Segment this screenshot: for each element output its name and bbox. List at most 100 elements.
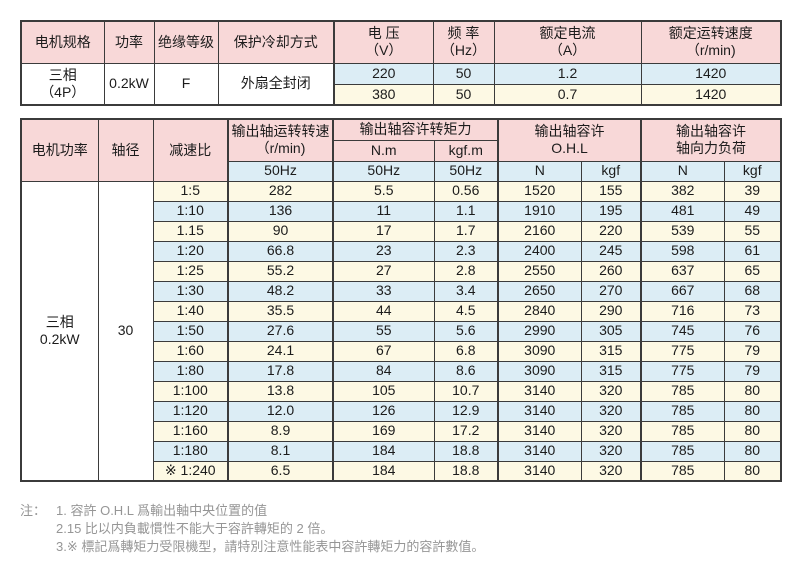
ratio-cell: 1:20 [152,240,229,262]
ohl-kgf-cell: 245 [580,240,642,262]
ratio-cell: 1:60 [152,340,229,362]
header-output-speed: 输出轴运转转速 （r/min) [227,118,334,162]
axial-n-cell: 716 [640,300,725,322]
axial-n-cell: 481 [640,200,725,222]
frequency-value: 50 [432,83,495,106]
header-power: 功率 [103,20,155,64]
note-line-2: 2.15 比以内負載慣性不能大于容許轉矩的 2 倍。 [56,521,334,536]
subheader-ohl-n: N [497,160,582,182]
table-row: 1:20 66.8 23 2.3 2400 245 598 61 [21,240,782,262]
torque-nm-cell: 11 [332,200,435,222]
header-insulation-class: 绝缘等级 [153,20,219,64]
axial-n-cell: 785 [640,420,725,442]
header-motor-spec: 电机规格 [20,20,105,64]
ohl-n-cell: 3140 [497,420,582,442]
performance-table: 电机功率 轴径 减速比 输出轴运转转速 （r/min) 输出轴容许转矩力 输出轴… [20,118,782,482]
torque-nm-cell: 84 [332,360,435,382]
torque-kgfm-cell: 4.5 [433,300,499,322]
axial-n-cell: 785 [640,400,725,422]
output-speed-cell: 6.5 [227,460,334,482]
ohl-n-cell: 3140 [497,460,582,482]
header-output-speed-line2: （r/min) [255,140,306,157]
ohl-kgf-cell: 195 [580,200,642,222]
subheader-ohl-kgf: kgf [580,160,642,182]
header-allowable-torque-group: 输出轴容许转矩力 [332,118,499,141]
ohl-kgf-cell: 305 [580,320,642,342]
ohl-n-cell: 2650 [497,280,582,302]
notes: 注： 1. 容許 O.H.L 爲輸出軸中央位置的值 2.15 比以内負載慣性不能… [20,502,484,556]
torque-nm-cell: 184 [332,460,435,482]
torque-nm-cell: 44 [332,300,435,322]
table-row: 1.15 90 17 1.7 2160 220 539 55 [21,220,782,242]
header-rated-speed-line1: 额定运转速度 [668,25,753,42]
header-voltage-line1: 电 压 [367,25,400,42]
insulation-cell: F [153,62,219,106]
axial-n-cell: 745 [640,320,725,342]
ratio-cell: ※ 1:240 [152,460,229,482]
output-speed-cell: 66.8 [227,240,334,262]
output-speed-cell: 17.8 [227,360,334,382]
ratio-cell: 1:100 [152,380,229,402]
axial-kgf-cell: 65 [723,260,782,282]
ohl-n-cell: 2400 [497,240,582,262]
table-row: 1:180 8.1 184 18.8 3140 320 785 80 [21,440,782,462]
subheader-nm-50hz: 50Hz [332,160,435,182]
torque-kgfm-cell: 18.8 [433,440,499,462]
ratio-cell: 1:160 [152,420,229,442]
table-row: 三相 0.2kW 30 1:5 282 5.5 0.56 1520 155 382 39 [20,180,782,482]
header-voltage: 电 压 （V） [333,20,434,64]
torque-nm-cell: 55 [332,320,435,342]
torque-kgfm-cell: 1.7 [433,220,499,242]
header-shaft-diameter: 轴径 [97,118,154,182]
axial-kgf-cell: 80 [723,440,782,462]
speed-value: 1420 [640,83,782,106]
ohl-kgf-cell: 220 [580,220,642,242]
ratio-cell: 1:120 [152,400,229,422]
ohl-n-cell: 1520 [497,180,582,202]
speed-value: 1420 [640,62,782,85]
subheader-kgfm-50hz: 50Hz [433,160,499,182]
table-row: 1:40 35.5 44 4.5 2840 290 716 73 [21,300,782,322]
axial-kgf-cell: 61 [723,240,782,262]
notes-items: 1. 容許 O.H.L 爲輸出軸中央位置的值 2.15 比以内負載慣性不能大于容… [56,502,484,556]
header-axial-load-group: 输出轴容许 轴向力负荷 [640,118,782,162]
torque-nm-cell: 5.5 [332,180,435,202]
table-row: 1:100 13.8 105 10.7 3140 320 785 80 [21,380,782,402]
torque-nm-cell: 184 [332,440,435,462]
motor-rating-table: 电机规格 功率 绝缘等级 保护冷却方式 电 压 （V） 频 率 （Hz） 额定电… [20,20,782,106]
ratio-cell: 1:30 [152,280,229,302]
table-row: ※ 1:240 6.5 184 18.8 3140 320 785 80 [21,460,782,482]
header-frequency-line1: 频 率 [447,25,480,42]
axial-kgf-cell: 39 [723,180,782,202]
torque-nm-cell: 33 [332,280,435,302]
axial-kgf-cell: 68 [723,280,782,302]
ohl-kgf-cell: 270 [580,280,642,302]
ratio-cell: 1:40 [152,300,229,322]
subheader-axial-kgf: kgf [723,160,782,182]
output-speed-cell: 48.2 [227,280,334,302]
subheader-axial-n: N [640,160,725,182]
torque-nm-cell: 169 [332,420,435,442]
ohl-n-cell: 2840 [497,300,582,322]
axial-n-cell: 785 [640,460,725,482]
torque-kgfm-cell: 10.7 [433,380,499,402]
cooling-cell: 外扇全封闭 [217,62,335,106]
axial-kgf-cell: 80 [723,420,782,442]
output-speed-cell: 35.5 [227,300,334,322]
axial-n-cell: 637 [640,260,725,282]
header-rated-current-line2: （A） [548,42,587,59]
ohl-kgf-cell: 320 [580,400,642,422]
ohl-n-cell: 3140 [497,400,582,422]
torque-nm-cell: 23 [332,240,435,262]
header-motor-power: 电机功率 [20,118,99,182]
power-cell: 0.2kW [103,62,155,106]
axial-kgf-cell: 80 [723,460,782,482]
axial-kgf-cell: 79 [723,360,782,382]
ratio-cell: 1:5 [152,180,229,202]
motor-spec-cell: 三相 （4P） [20,62,105,106]
torque-kgfm-cell: 1.1 [433,200,499,222]
axial-kgf-cell: 55 [723,220,782,242]
motor-spec-line1: 三相 [48,66,77,83]
torque-kgfm-cell: 3.4 [433,280,499,302]
